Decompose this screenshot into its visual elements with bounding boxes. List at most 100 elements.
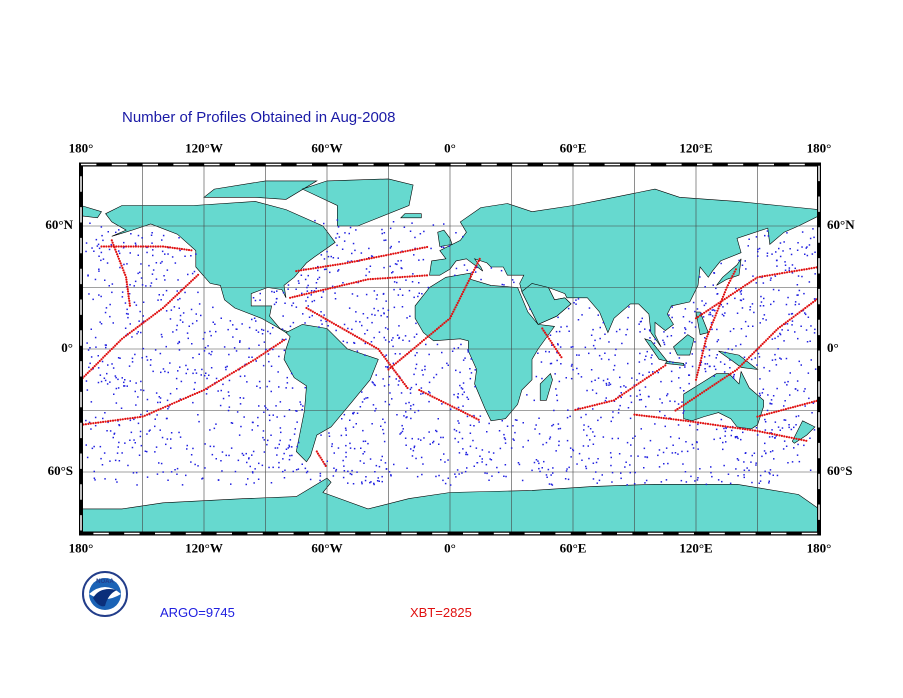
xbt-dot [170,298,173,301]
xbt-dot [93,365,96,368]
argo-dot [232,336,234,338]
xbt-dot [104,420,107,423]
argo-dot [344,232,346,234]
argo-dot [694,341,696,343]
argo-dot [604,352,606,354]
argo-dot [409,315,411,317]
xbt-dot [324,265,327,268]
argo-dot [327,255,330,258]
xbt-dot [756,415,759,418]
argo-dot [204,443,206,445]
xbt-dot [357,280,360,283]
xbt-dot [134,416,137,419]
xbt-dot [134,245,137,248]
xbt-dot [161,406,165,409]
argo-dot [196,320,198,322]
argo-dot [276,447,279,449]
argo-dot [365,268,368,270]
argo-dot [746,467,748,469]
argo-dot [165,310,168,312]
argo-dot [109,430,112,432]
argo-dot [90,428,92,430]
argo-dot [594,339,596,342]
argo-dot [813,332,816,334]
argo-dot [310,290,313,292]
argo-dot [262,436,264,439]
xbt-dot [457,408,460,411]
argo-dot [440,246,443,248]
xbt-dot [699,393,702,396]
argo-dot [740,438,742,441]
argo-dot [767,235,770,237]
argo-dot [709,313,712,316]
argo-dot [142,301,145,303]
argo-dot [225,454,227,457]
argo-dot [594,347,596,350]
xbt-dot [380,255,383,258]
argo-dot [703,356,706,358]
argo-dot [186,448,188,450]
xbt-dot [667,417,670,420]
argo-dot [397,294,400,296]
argo-dot [782,448,785,450]
xbt-dot [711,321,714,324]
argo-dot [814,368,817,370]
xbt-dot [696,373,699,376]
argo-dot [225,368,227,371]
argo-dot [691,443,694,446]
argo-dot [685,441,687,443]
argo-dot [457,393,459,395]
xbt-dot [658,368,661,371]
argo-dot [380,425,382,427]
argo-dot [605,382,608,385]
argo-dot [102,239,104,242]
argo-dot [546,476,548,478]
xbt-dot [100,358,103,361]
argo-dot [776,259,778,262]
argo-dot [200,314,202,317]
argo-dot [373,482,375,485]
xbt-dot [458,297,461,300]
xbt-dot [87,422,90,425]
argo-dot [382,307,384,310]
argo-dot [318,276,321,279]
argo-dot [279,427,282,429]
argo-dot [359,321,361,323]
argo-dot [491,475,493,477]
xbt-dot [143,414,146,417]
xbt-dot [435,328,439,331]
xbt-dot [168,300,172,303]
xbt-dot [264,351,267,354]
argo-dot [442,246,445,249]
argo-dot [759,305,762,307]
argo-dot [488,451,490,453]
argo-dot [779,333,782,336]
xbt-dot [703,390,706,393]
xbt-dot [111,241,114,244]
argo-dot [330,255,332,258]
argo-dot [774,421,777,423]
argo-dot [179,436,182,438]
argo-dot [566,416,569,419]
argo-dot [775,251,777,253]
argo-dot [367,442,369,445]
xbt-dot [152,245,155,248]
xbt-dot [399,377,402,380]
lon-label: 60°E [560,540,587,555]
argo-dot [141,237,143,239]
argo-dot [599,337,601,340]
argo-dot [609,452,612,454]
argo-dot [612,411,614,413]
argo-dot [114,459,117,462]
xbt-dot [764,339,768,342]
argo-dot [222,397,225,400]
argo-dot [175,329,178,331]
argo-dot [98,270,100,272]
argo-dot [107,421,109,424]
xbt-dot [360,338,363,341]
argo-dot [134,242,137,244]
argo-dot [139,310,141,313]
argo-dot [614,354,616,356]
argo-dot [159,429,161,431]
argo-dot [170,309,173,311]
